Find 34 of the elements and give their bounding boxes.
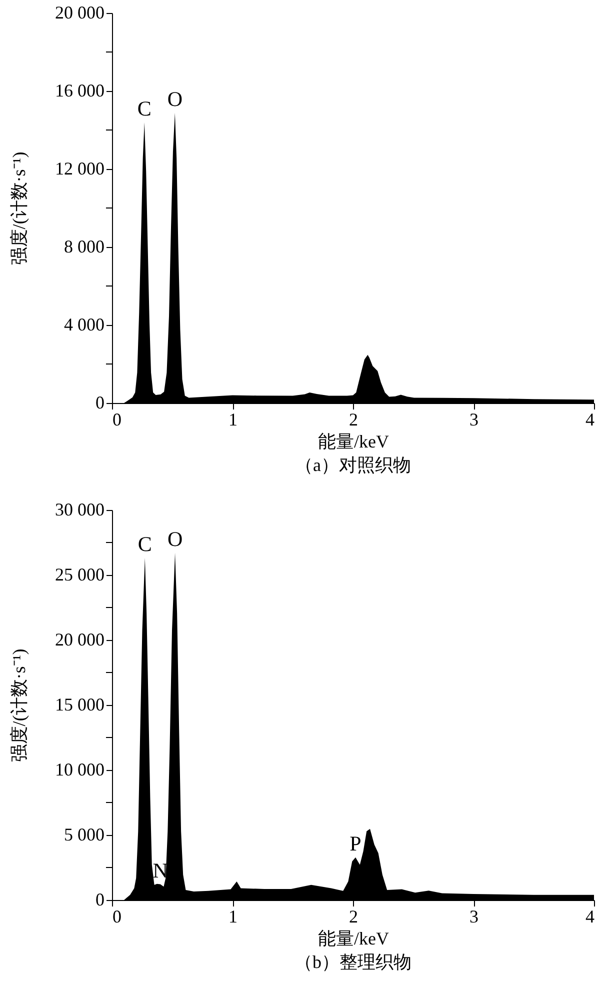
y-tick-label: 0 xyxy=(96,890,104,910)
x-tick-label: 1 xyxy=(228,410,238,430)
y-tick-label: 8 000 xyxy=(64,236,104,256)
x-tick-label: 3 xyxy=(470,906,478,926)
x-tick-label: 2 xyxy=(349,906,358,926)
x-tick-label: 3 xyxy=(470,410,478,430)
x-tick-label: 4 xyxy=(586,410,594,430)
y-axis-title: 强度/(计数·s⁻¹) xyxy=(9,152,29,266)
text: （a）对照织物 xyxy=(295,455,411,475)
annotation: P xyxy=(350,831,362,856)
annotation: O xyxy=(167,86,182,111)
x-tick-label: 1 xyxy=(228,906,238,926)
x-tick-label: 4 xyxy=(586,906,594,926)
annotation: C xyxy=(137,96,152,120)
y-tick-label: 12 000 xyxy=(55,158,104,178)
y-axis-title: 强度/(计数·s⁻¹) xyxy=(9,648,29,762)
annotation: C xyxy=(138,532,152,556)
y-tick-label: 16 000 xyxy=(55,80,104,100)
y-tick-label: 20 000 xyxy=(55,630,104,650)
text: （b）整理织物 xyxy=(294,952,412,972)
y-tick-label: 25 000 xyxy=(55,564,104,584)
x-tick-label: 0 xyxy=(112,410,122,430)
y-tick-label: 5 000 xyxy=(64,824,104,844)
y-tick-label: 4 000 xyxy=(64,314,104,334)
annotation: O xyxy=(167,526,183,551)
x-tick-label: 0 xyxy=(112,906,122,926)
y-tick-label: 15 000 xyxy=(55,694,104,714)
y-tick-label: 20 000 xyxy=(55,2,104,22)
x-axis-title: 能量/keV xyxy=(318,432,389,452)
x-axis-title: 能量/keV xyxy=(318,928,389,948)
y-tick-label: 0 xyxy=(96,392,104,412)
y-tick-label: 10 000 xyxy=(55,760,104,780)
x-tick-label: 2 xyxy=(349,410,358,430)
y-tick-label: 30 000 xyxy=(55,500,104,520)
